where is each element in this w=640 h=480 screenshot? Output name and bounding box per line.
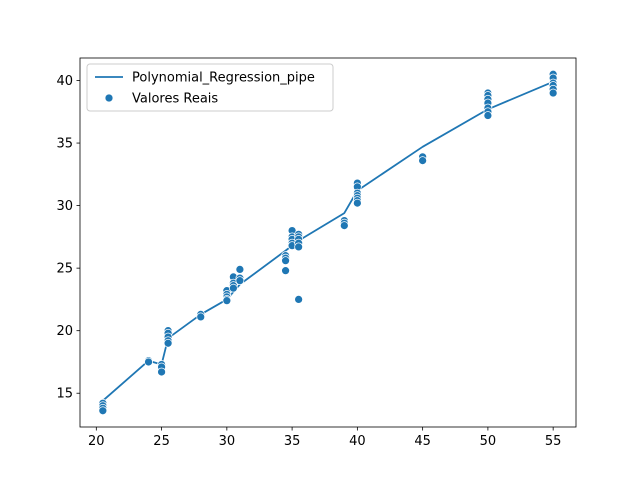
scatter-point <box>548 88 558 98</box>
scatter-point <box>418 156 428 165</box>
y-tick-label: 15 <box>56 387 73 402</box>
y-tick-label: 25 <box>56 262 73 277</box>
legend: Polynomial_Regression_pipe Valores Reais <box>86 63 334 112</box>
scatter-point <box>228 283 238 293</box>
scatter-point <box>483 111 493 120</box>
scatter-point <box>294 242 304 252</box>
legend-label-regression: Polynomial_Regression_pipe <box>132 71 315 86</box>
plot-area <box>98 69 558 416</box>
x-tick-label: 50 <box>480 434 497 449</box>
scatter-point <box>163 338 173 348</box>
scatter-point <box>235 276 245 286</box>
legend-box <box>86 63 334 112</box>
scatter-point <box>339 221 349 230</box>
y-tick-label: 40 <box>56 74 73 89</box>
x-tick-label: 35 <box>284 434 301 449</box>
axes: 20 25 30 35 40 45 50 55 15 20 25 30 35 40 <box>56 57 577 449</box>
scatter-point <box>352 198 362 208</box>
legend-marker-swatch <box>104 93 114 103</box>
scatter-point <box>98 406 108 416</box>
scatter-point <box>157 367 166 377</box>
scatter-point <box>281 266 290 276</box>
scatter-point <box>222 296 232 306</box>
scatter-point <box>235 265 245 274</box>
x-tick-label: 30 <box>219 434 236 449</box>
x-tick-label: 25 <box>153 434 170 449</box>
x-tick-label: 55 <box>545 434 562 449</box>
x-tick-label: 45 <box>414 434 431 449</box>
scatter-point <box>294 295 304 304</box>
y-tick-label: 20 <box>56 324 73 339</box>
x-tick-label: 40 <box>349 434 366 449</box>
axes-frame <box>79 57 577 428</box>
x-tick-label: 20 <box>88 434 105 449</box>
scatter-point <box>281 256 290 266</box>
scatter-point <box>144 357 153 367</box>
regression-line <box>101 80 555 403</box>
scatter-point <box>196 312 206 322</box>
y-tick-label: 30 <box>56 199 73 214</box>
y-tick-label: 35 <box>56 137 73 152</box>
legend-label-actual: Valores Reais <box>132 92 218 107</box>
